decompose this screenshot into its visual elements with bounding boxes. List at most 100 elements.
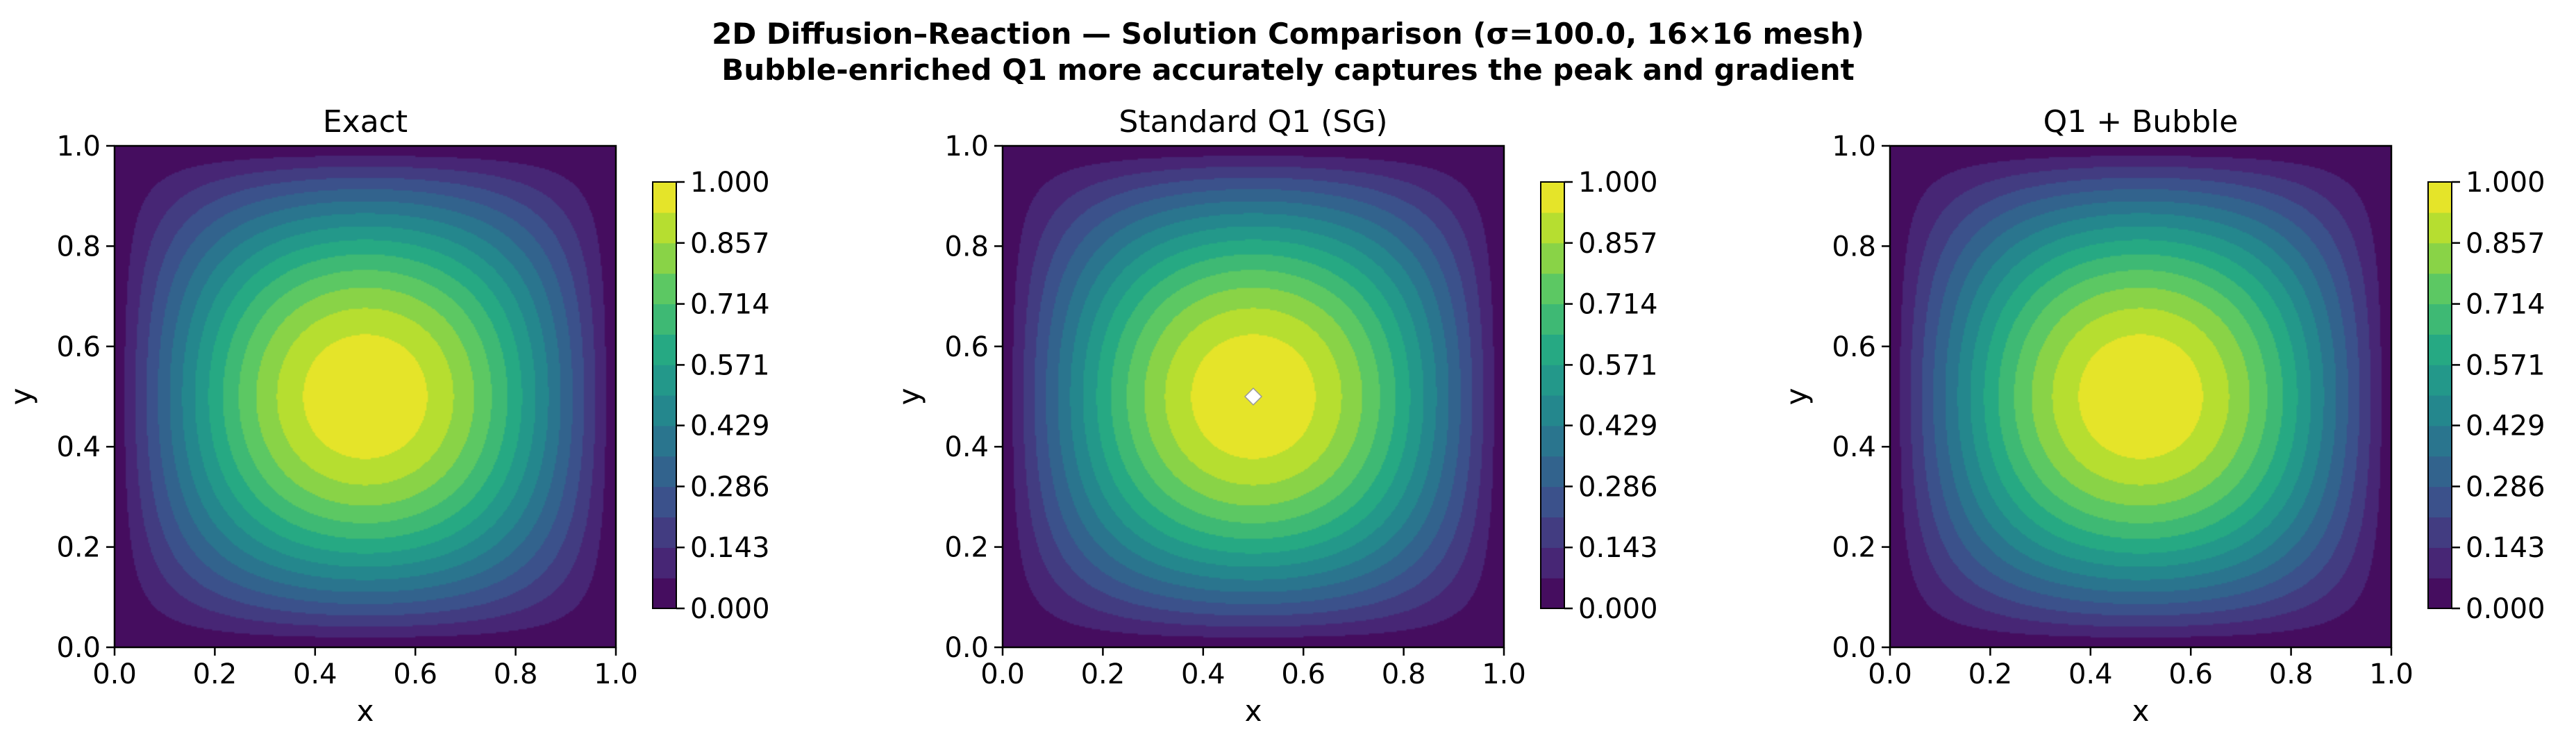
colorbar-frame	[1540, 181, 1565, 609]
y-tick-label: 0.2	[56, 532, 101, 564]
x-tick-label: 0.8	[2269, 658, 2314, 690]
x-axis-label: x	[1245, 694, 1262, 728]
panel-title: Q1 + Bubble	[2043, 104, 2239, 140]
colorbar-tick-label: 0.571	[1578, 349, 1658, 381]
colorbar-tick-label: 0.143	[1578, 532, 1658, 564]
colorbar-band	[653, 212, 676, 244]
colorbar-tick-label: 0.000	[1578, 593, 1658, 625]
colorbar-band	[653, 273, 676, 305]
colorbar-band	[1541, 456, 1564, 488]
y-tick-label: 0.6	[1832, 331, 1876, 363]
colorbar-band	[2428, 334, 2452, 365]
y-axis-label: y	[892, 388, 926, 406]
colorbar-band	[653, 517, 676, 548]
x-axis-label: x	[357, 694, 374, 728]
colorbar-band	[2428, 182, 2452, 213]
colorbar-band	[653, 547, 676, 579]
y-tick-label: 0.2	[1832, 532, 1876, 564]
y-tick-label: 1.0	[944, 131, 989, 163]
y-axis-label: y	[1780, 388, 1814, 406]
x-tick-label: 0.0	[92, 658, 137, 690]
colorbar-band	[653, 304, 676, 335]
panel-title: Standard Q1 (SG)	[1119, 104, 1387, 140]
colorbar-tick-label: 0.429	[1578, 410, 1658, 442]
colorbar-band	[2428, 242, 2452, 274]
chart-panel-1: Exact 0.0 0.2 0.4 0.6 0.8 1.0 0.0 0.2 0.4 0.6 0.8 1.…	[4, 104, 770, 728]
x-tick-label: 0.0	[1868, 658, 1912, 690]
x-tick-label: 1.0	[2369, 658, 2414, 690]
colorbar-band	[2428, 547, 2452, 579]
colorbar-band	[1541, 547, 1564, 579]
colorbar-frame	[2427, 181, 2452, 609]
colorbar-frame	[652, 181, 677, 609]
colorbar-tick-label: 0.286	[690, 471, 770, 503]
colorbar-band	[653, 486, 676, 518]
y-tick-label: 0.0	[1832, 632, 1876, 664]
colorbar-band	[2428, 304, 2452, 335]
y-tick-label: 0.6	[56, 331, 101, 363]
x-tick-label: 0.4	[1181, 658, 1226, 690]
colorbar-band	[2428, 212, 2452, 244]
chart-panel-2: Standard Q1 (SG) 0.0 0.2 0.4 0.6 0.8 1.0 0.0 0.2…	[892, 104, 1658, 728]
colorbar-band	[1541, 395, 1564, 426]
colorbar-tick-label: 1.000	[2466, 167, 2545, 199]
y-tick-label: 0.6	[944, 331, 989, 363]
x-axis-label: x	[2132, 694, 2150, 728]
y-tick-label: 0.4	[944, 431, 989, 463]
colorbar-band	[653, 334, 676, 365]
x-tick-label: 0.4	[2068, 658, 2113, 690]
colorbar-band	[1541, 425, 1564, 457]
colorbar-tick-label: 0.857	[2466, 228, 2545, 260]
colorbar-band	[653, 425, 676, 457]
colorbar-tick-label: 0.429	[690, 410, 770, 442]
colorbar-band	[2428, 395, 2452, 426]
colorbar-band	[1541, 212, 1564, 244]
chart-panel-3: Q1 + Bubble 0.0 0.2 0.4 0.6 0.8 1.0 0.0 0.2 0.4 0.…	[1780, 104, 2545, 728]
colorbar-band	[1541, 365, 1564, 396]
colorbar-band	[653, 395, 676, 426]
x-tick-label: 0.4	[293, 658, 337, 690]
axes-frame	[1001, 144, 1505, 649]
y-tick-label: 0.4	[1832, 431, 1876, 463]
colorbar-tick-label: 0.857	[690, 228, 770, 260]
x-tick-label: 1.0	[1482, 658, 1526, 690]
colorbar-band	[2428, 273, 2452, 305]
colorbar-band	[653, 242, 676, 274]
contour-fill	[1890, 146, 2391, 647]
x-tick-label: 0.2	[193, 658, 237, 690]
colorbar-tick-label: 0.429	[2466, 410, 2545, 442]
colorbar-tick-label: 0.000	[2466, 593, 2545, 625]
colorbar-band	[653, 578, 676, 609]
y-tick-label: 0.8	[1832, 231, 1876, 263]
colorbar-band	[1541, 304, 1564, 335]
y-axis-label: y	[4, 388, 38, 406]
x-tick-label: 0.6	[2168, 658, 2213, 690]
y-tick-label: 0.0	[944, 632, 989, 664]
colorbar-tick-label: 0.714	[690, 289, 770, 321]
colorbar-band	[653, 456, 676, 488]
x-tick-label: 0.0	[980, 658, 1025, 690]
y-tick-label: 1.0	[1832, 131, 1876, 163]
y-tick-label: 0.2	[944, 532, 989, 564]
colorbar-band	[2428, 517, 2452, 548]
x-tick-label: 0.8	[1382, 658, 1426, 690]
peak-overshoot-marker	[1244, 387, 1263, 406]
x-tick-label: 0.2	[1968, 658, 2013, 690]
colorbar-band	[1541, 486, 1564, 518]
colorbar-tick-label: 1.000	[690, 167, 770, 199]
colorbar-tick-label: 0.143	[690, 532, 770, 564]
colorbar-band	[1541, 273, 1564, 305]
colorbar-band	[1541, 334, 1564, 365]
colorbar-tick-label: 0.571	[2466, 349, 2545, 381]
colorbar-tick-label: 0.286	[2466, 471, 2545, 503]
x-tick-label: 0.2	[1081, 658, 1126, 690]
colorbar-tick-label: 0.857	[1578, 228, 1658, 260]
axes-frame	[1889, 144, 2393, 649]
y-tick-label: 1.0	[56, 131, 101, 163]
colorbar-band	[1541, 242, 1564, 274]
axes-frame	[113, 144, 617, 649]
y-tick-label: 0.0	[56, 632, 101, 664]
x-tick-label: 0.8	[494, 658, 538, 690]
colorbar-tick-label: 0.000	[690, 593, 770, 625]
